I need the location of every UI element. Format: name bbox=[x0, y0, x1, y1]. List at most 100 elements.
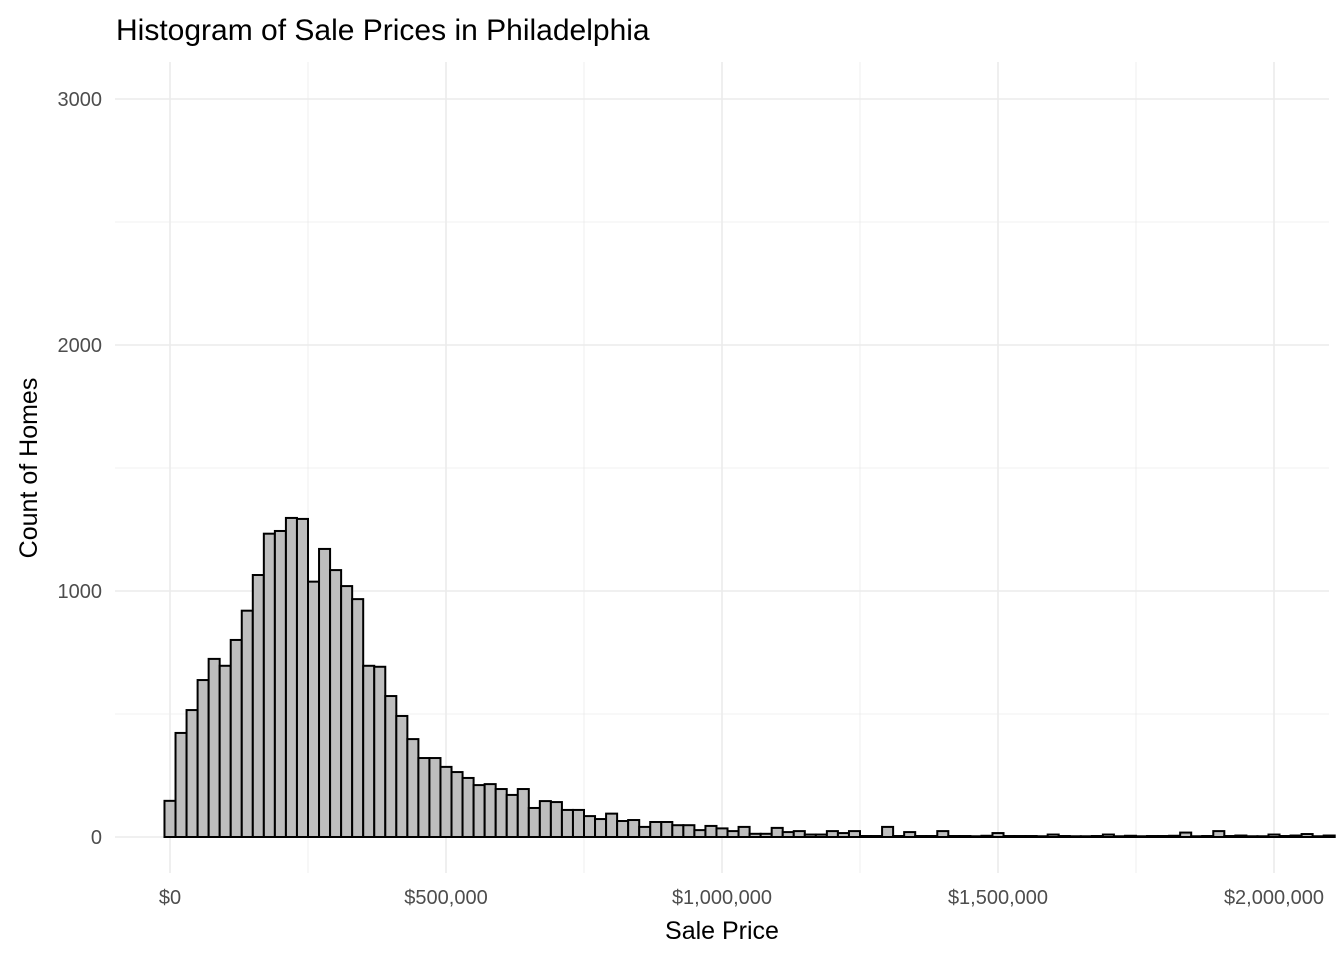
histogram-bar bbox=[1300, 833, 1314, 838]
histogram-bar bbox=[748, 832, 762, 839]
histogram-bar bbox=[737, 825, 751, 839]
histogram-bar bbox=[803, 833, 817, 838]
histogram-bar bbox=[770, 826, 784, 839]
histogram-bar bbox=[560, 808, 574, 839]
histogram-bar bbox=[1057, 835, 1071, 838]
x-axis-ticks: $0 $500,000 $1,000,000 $1,500,000 $2,000,000 bbox=[159, 887, 1324, 909]
histogram-bar bbox=[715, 827, 729, 839]
histogram-bar bbox=[284, 516, 298, 838]
histogram-bar bbox=[207, 657, 221, 838]
histogram-bar bbox=[428, 757, 442, 838]
histogram-bar bbox=[406, 738, 420, 838]
histogram-bar bbox=[262, 532, 276, 838]
histogram-bar bbox=[307, 580, 321, 838]
histogram-bar bbox=[1245, 835, 1259, 839]
histogram-bar bbox=[980, 834, 994, 839]
y-axis-ticks: 0 1000 2000 3000 bbox=[58, 89, 103, 849]
chart-title: Histogram of Sale Prices in Philadelphia bbox=[116, 14, 650, 47]
histogram-bar bbox=[571, 808, 586, 839]
histogram-bar bbox=[859, 835, 873, 838]
histogram-bar bbox=[969, 835, 983, 839]
histogram-bar bbox=[329, 569, 343, 839]
histogram-bar bbox=[461, 776, 475, 839]
histogram-bar bbox=[483, 783, 497, 838]
histogram-bar bbox=[682, 824, 696, 839]
histogram-bar bbox=[273, 529, 287, 838]
histogram-bar bbox=[1212, 830, 1226, 839]
y-tick-label: 1000 bbox=[58, 581, 103, 603]
histogram-bar bbox=[903, 831, 917, 839]
histogram-bar bbox=[549, 801, 563, 838]
histogram-bar bbox=[914, 835, 928, 838]
histogram-bar bbox=[174, 731, 188, 839]
histogram-bar bbox=[1267, 833, 1281, 838]
histogram-bar bbox=[395, 714, 409, 839]
histogram-bar bbox=[594, 818, 608, 838]
histogram-bar bbox=[726, 830, 740, 839]
histogram-bar bbox=[340, 585, 354, 839]
histogram-bar bbox=[1101, 833, 1115, 838]
histogram-bar bbox=[759, 832, 773, 839]
histogram-bar bbox=[1190, 835, 1204, 839]
x-tick-label: $1,000,000 bbox=[672, 887, 772, 909]
histogram-bar bbox=[781, 831, 795, 839]
histogram-bar bbox=[472, 784, 486, 838]
histogram-bar bbox=[1046, 833, 1060, 838]
histogram-bar bbox=[1311, 835, 1325, 839]
bars bbox=[163, 516, 1336, 839]
x-tick-label: $2,000,000 bbox=[1224, 887, 1324, 909]
histogram-bar bbox=[185, 709, 199, 839]
histogram-bar bbox=[825, 830, 839, 839]
histogram-bar bbox=[1322, 834, 1336, 838]
histogram-bar bbox=[1135, 835, 1149, 839]
histogram-bar bbox=[936, 830, 950, 839]
histogram-bar bbox=[660, 820, 674, 839]
y-axis-title: Count of Homes bbox=[15, 378, 43, 559]
histogram-bar bbox=[958, 835, 972, 838]
histogram-bar bbox=[583, 815, 597, 839]
histogram-bar bbox=[649, 820, 663, 839]
histogram-bar bbox=[1157, 835, 1171, 838]
histogram-bar bbox=[671, 824, 685, 839]
histogram-bar bbox=[538, 800, 552, 838]
histogram-bar bbox=[1179, 831, 1193, 839]
y-tick-label: 0 bbox=[91, 827, 102, 849]
histogram-bar bbox=[616, 820, 630, 839]
histogram-bar bbox=[1013, 835, 1027, 838]
histogram-bar bbox=[693, 829, 707, 838]
histogram-bar bbox=[947, 835, 961, 838]
x-axis-title: Sale Price bbox=[665, 917, 779, 945]
histogram-bar bbox=[373, 665, 387, 838]
histogram-bar bbox=[527, 806, 541, 838]
histogram-bar bbox=[417, 757, 431, 838]
histogram-bar bbox=[494, 788, 508, 839]
histogram-bar bbox=[1068, 835, 1082, 839]
histogram-bar bbox=[516, 788, 530, 839]
histogram-bar bbox=[1289, 834, 1303, 838]
histogram-bar bbox=[1090, 835, 1104, 838]
histogram-bar bbox=[229, 638, 243, 838]
histogram-bar bbox=[240, 609, 254, 838]
histogram-bar bbox=[295, 517, 309, 838]
histogram-bar bbox=[1234, 834, 1248, 838]
histogram-bar bbox=[1035, 835, 1049, 839]
histogram-bar bbox=[1256, 835, 1270, 839]
histogram-bar bbox=[792, 830, 806, 839]
histogram-bar bbox=[814, 833, 828, 838]
histogram-bar bbox=[605, 812, 619, 839]
histogram-bar bbox=[1079, 835, 1093, 839]
histogram-bar bbox=[704, 824, 718, 838]
histogram-bar bbox=[991, 832, 1005, 839]
histogram-bar bbox=[362, 664, 376, 838]
histogram-bar bbox=[892, 835, 906, 838]
histogram-bar bbox=[1112, 835, 1126, 839]
histogram-bar bbox=[627, 819, 641, 839]
histogram-bar bbox=[450, 771, 464, 839]
histogram-bar bbox=[925, 835, 939, 838]
histogram-bar bbox=[1201, 835, 1215, 838]
histogram-bar bbox=[847, 830, 862, 839]
histogram-bar bbox=[505, 793, 519, 839]
histogram-bar bbox=[881, 825, 895, 839]
histogram-bar bbox=[870, 835, 884, 838]
